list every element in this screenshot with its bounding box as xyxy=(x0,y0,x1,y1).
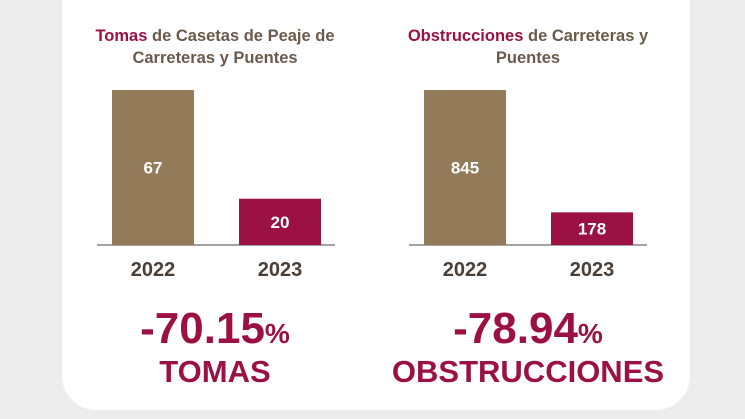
bar xyxy=(239,198,321,245)
chart-title: Tomas de Casetas de Peaje de Carreteras … xyxy=(80,25,350,69)
change-number: -78.94 xyxy=(453,304,578,353)
change-number: -70.15 xyxy=(140,304,265,353)
title-text: de Casetas de Peaje de Carreteras y Puen… xyxy=(132,27,335,67)
change-unit: % xyxy=(265,318,290,349)
change-caption: TOMAS xyxy=(159,354,270,389)
x-tick-label: 2023 xyxy=(258,259,303,281)
title-text: de Carreteras y Puentes xyxy=(495,27,649,67)
chart-title: Obstrucciones de Carreteras y Puentes xyxy=(393,25,663,69)
title-highlight: Obstrucciones xyxy=(407,27,524,45)
bar xyxy=(112,90,194,245)
value-label: 845 xyxy=(451,159,479,178)
bar xyxy=(424,90,506,245)
x-tick-label: 2022 xyxy=(131,259,176,281)
change: -70.15% xyxy=(140,304,290,353)
change-caption: OBSTRUCCIONES xyxy=(392,354,664,389)
change: -78.94% xyxy=(453,304,603,353)
change-unit: % xyxy=(578,318,603,349)
value-label: 67 xyxy=(144,159,163,178)
x-tick-label: 2023 xyxy=(570,259,615,281)
bar xyxy=(551,212,633,245)
value-label: 20 xyxy=(271,213,290,232)
value-label: 178 xyxy=(578,220,606,239)
title-highlight: Tomas xyxy=(95,27,148,45)
x-tick-label: 2022 xyxy=(443,259,488,281)
